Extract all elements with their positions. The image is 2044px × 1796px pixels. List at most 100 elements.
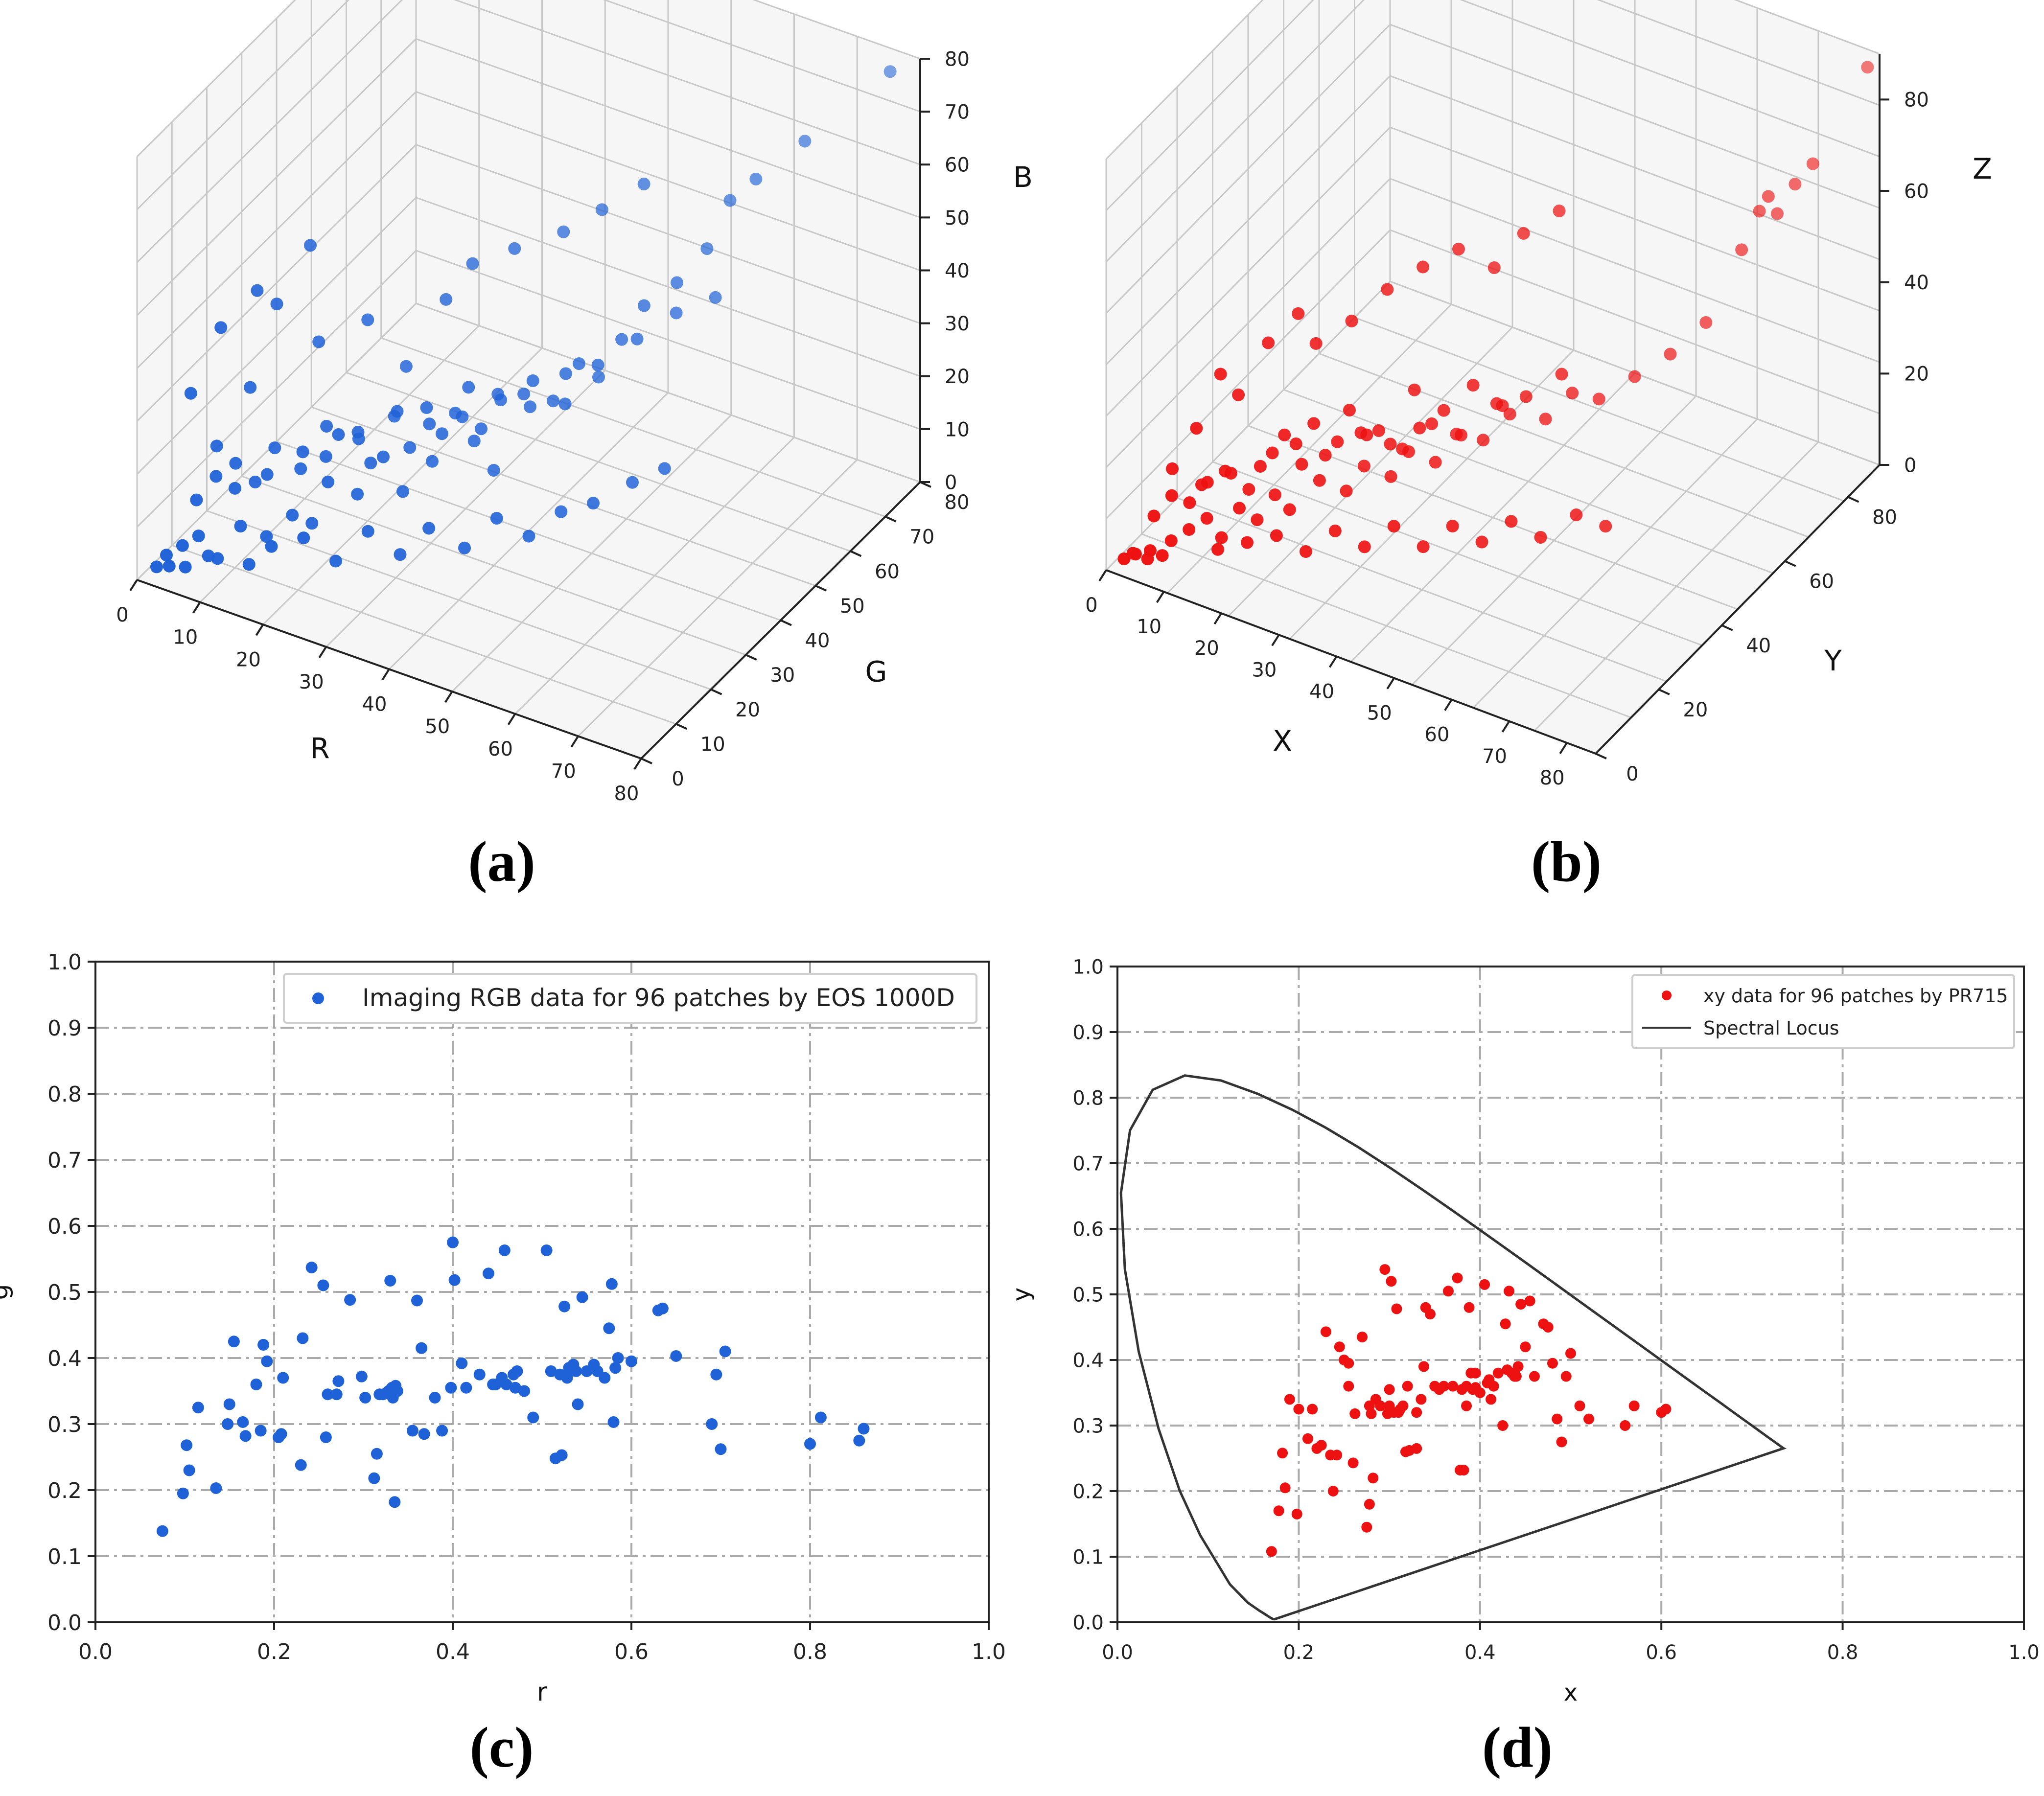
- data-point: [1492, 1367, 1504, 1379]
- data-point: [456, 1357, 468, 1369]
- x-tick-mark: [381, 668, 390, 681]
- data-point: [192, 530, 205, 543]
- x-tick-label: 0: [1085, 594, 1097, 617]
- data-point: [1486, 1394, 1497, 1405]
- y-tick-mark: [1595, 753, 1607, 760]
- data-point: [184, 387, 197, 400]
- data-point: [260, 468, 274, 481]
- data-point: [449, 407, 462, 420]
- data-point: [1452, 1272, 1463, 1284]
- data-point: [462, 381, 475, 394]
- x-tick-label: 80: [614, 783, 639, 805]
- y-tick-label: 80: [1872, 507, 1897, 529]
- data-point: [1477, 434, 1490, 447]
- z-tick-label: 80: [945, 48, 970, 70]
- data-point: [1553, 204, 1566, 217]
- data-point: [1539, 413, 1552, 426]
- data-point: [1524, 1295, 1535, 1307]
- data-point: [1291, 1508, 1302, 1520]
- data-point: [1487, 261, 1501, 275]
- data-point: [706, 1418, 718, 1430]
- data-point: [1232, 388, 1245, 401]
- data-point: [1771, 207, 1784, 220]
- data-point: [1307, 1404, 1318, 1415]
- spectral-locus-curve: [1119, 1074, 1787, 1621]
- y-tick-label: 0.2: [47, 1478, 82, 1503]
- y-tick-label: 80: [945, 491, 970, 514]
- data-point: [361, 313, 374, 326]
- data-point: [1224, 466, 1237, 480]
- y-tick-label: 60: [875, 560, 900, 583]
- data-point: [1295, 458, 1308, 471]
- data-point: [237, 1416, 249, 1428]
- x-axis-line: [1106, 569, 1596, 755]
- data-point: [416, 1342, 428, 1354]
- data-point: [559, 367, 572, 380]
- floor-gridline: [311, 406, 816, 587]
- data-point: [524, 400, 536, 414]
- data-point: [595, 203, 608, 216]
- data-point: [214, 321, 228, 334]
- data-point: [181, 1439, 193, 1451]
- data-point: [1240, 536, 1254, 549]
- data-point: [305, 517, 319, 530]
- floor-gridline: [1283, 389, 1774, 574]
- data-point: [1343, 1358, 1354, 1369]
- data-point: [361, 525, 374, 538]
- y-tick-mark: [745, 654, 757, 661]
- y-tick-mark: [641, 758, 652, 764]
- y-tick-label: 20: [735, 699, 760, 721]
- panel-c-scatter-rg: 0.0 0.2 0.4 0.6 0.8 1.0 0.0 0.1 0.2 0.3 0.4 0.5 0.6 0…: [0, 950, 1006, 1707]
- data-point: [540, 1244, 553, 1256]
- data-point: [1233, 502, 1246, 515]
- y-tick-label: 0.4: [1072, 1349, 1104, 1372]
- data-point: [261, 1355, 273, 1367]
- data-point: [460, 1382, 472, 1394]
- data-point: [522, 530, 535, 543]
- data-point: [1418, 1361, 1429, 1372]
- data-point: [858, 1423, 870, 1435]
- data-point: [509, 1382, 521, 1394]
- data-point: [222, 1418, 234, 1430]
- data-point: [637, 177, 650, 190]
- data-point: [1273, 1505, 1284, 1517]
- data-point: [1583, 1413, 1595, 1425]
- data-point: [526, 374, 539, 387]
- y-tick-mark: [1784, 560, 1796, 567]
- data-point: [355, 1370, 368, 1382]
- y-tick-label: 0.9: [1072, 1021, 1104, 1044]
- x-tick-mark: [255, 624, 264, 636]
- data-point: [183, 1464, 195, 1476]
- y-tick-label: 40: [805, 630, 830, 652]
- data-point: [1437, 404, 1450, 417]
- data-point: [251, 284, 264, 297]
- data-point: [558, 1300, 571, 1312]
- y-axis-label: g: [0, 1284, 14, 1300]
- data-point: [483, 1267, 494, 1280]
- data-point: [418, 1428, 430, 1440]
- data-point: [719, 1345, 731, 1358]
- x-tick-label: 70: [551, 760, 576, 783]
- y-tick-label: 0.6: [1072, 1218, 1104, 1241]
- side-gridline: [1105, 23, 1391, 314]
- data-point: [1284, 1394, 1295, 1405]
- y-axis-label: G: [865, 655, 887, 689]
- data-point: [250, 1379, 262, 1390]
- data-point: [1788, 178, 1802, 191]
- data-point: [1215, 531, 1228, 544]
- data-point: [1512, 1361, 1524, 1372]
- data-point: [394, 548, 407, 561]
- data-point: [1438, 1381, 1449, 1392]
- data-point: [399, 360, 413, 373]
- data-point: [1214, 368, 1227, 381]
- data-point: [1147, 509, 1161, 523]
- z-tick-label: 40: [1904, 272, 1929, 294]
- x-tick-label: 0.2: [1283, 1641, 1315, 1664]
- legend-label-locus: Spectral Locus: [1703, 1017, 1839, 1039]
- data-point: [277, 1372, 289, 1384]
- back-gridline: [453, 0, 921, 165]
- data-point: [1277, 1448, 1288, 1459]
- z-tick-label: 50: [945, 207, 970, 230]
- data-point: [467, 435, 481, 448]
